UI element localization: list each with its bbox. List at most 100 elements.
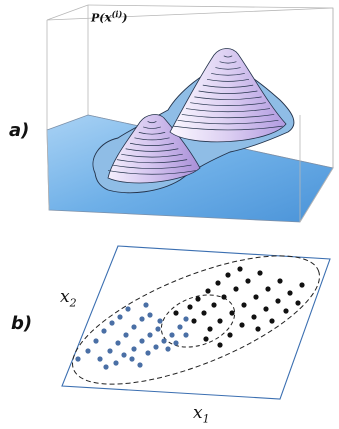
blue-point-20 bbox=[155, 326, 161, 332]
blue-point-30 bbox=[183, 332, 189, 338]
left-peak-contour-10 bbox=[147, 121, 157, 124]
black-point-24 bbox=[263, 306, 269, 312]
black-point-19 bbox=[265, 286, 271, 292]
black-point-10 bbox=[221, 294, 227, 300]
blue-point-26 bbox=[169, 332, 175, 338]
left-peak-contour-9 bbox=[143, 126, 161, 129]
black-point-15 bbox=[217, 318, 223, 324]
black-point-0 bbox=[173, 310, 179, 316]
right-peak-contour-9 bbox=[206, 78, 250, 82]
black-point-4 bbox=[215, 280, 221, 286]
blue-point-22 bbox=[129, 356, 135, 362]
black-point-25 bbox=[275, 298, 281, 304]
right-peak-contour-8 bbox=[202, 84, 254, 88]
blue-point-19 bbox=[147, 332, 153, 338]
right-peak-contour-2 bbox=[177, 119, 279, 125]
z-axis-label-sup: (i) bbox=[111, 9, 123, 19]
black-point-14 bbox=[207, 326, 213, 332]
z-axis-label-main: P( bbox=[91, 11, 105, 25]
blue-point-6 bbox=[125, 306, 131, 312]
cluster-blue-points bbox=[75, 302, 189, 370]
blue-point-11 bbox=[131, 324, 137, 330]
left-peak-contour-7 bbox=[134, 137, 170, 141]
blue-point-23 bbox=[145, 350, 151, 356]
black-point-26 bbox=[287, 290, 293, 296]
black-point-30 bbox=[283, 308, 289, 314]
left-peak-contour-6 bbox=[129, 142, 175, 146]
black-point-12 bbox=[245, 278, 251, 284]
blue-point-15 bbox=[113, 360, 119, 366]
black-point-22 bbox=[239, 322, 245, 328]
panel-b-cluster-plot bbox=[61, 245, 331, 400]
left-peak-contour-4 bbox=[121, 153, 183, 158]
black-point-27 bbox=[299, 282, 305, 288]
black-point-16 bbox=[229, 310, 235, 316]
right-peak-contour-7 bbox=[198, 90, 258, 94]
z-axis-label: P(x(i)) bbox=[91, 9, 127, 25]
black-point-1 bbox=[187, 304, 193, 310]
right-peak bbox=[169, 48, 287, 143]
x1-axis-label-main: x bbox=[193, 403, 203, 423]
blue-point-24 bbox=[153, 344, 159, 350]
black-point-18 bbox=[253, 294, 259, 300]
left-peak-contour-2 bbox=[112, 164, 192, 169]
right-peak-contour-1 bbox=[173, 125, 283, 131]
left-peak bbox=[107, 114, 201, 184]
blue-point-18 bbox=[139, 338, 145, 344]
blue-point-16 bbox=[121, 352, 127, 358]
blue-point-13 bbox=[147, 312, 153, 318]
panel-b-letter: b) bbox=[11, 313, 33, 334]
left-peak-contour-5 bbox=[125, 148, 179, 152]
blue-point-3 bbox=[101, 328, 107, 334]
cluster-boundary-large bbox=[72, 255, 320, 385]
blue-point-31 bbox=[157, 318, 163, 324]
right-peak-contour-6 bbox=[194, 96, 262, 100]
black-point-3 bbox=[205, 288, 211, 294]
black-point-29 bbox=[269, 318, 275, 324]
blue-point-5 bbox=[117, 314, 123, 320]
black-point-6 bbox=[237, 266, 243, 272]
right-peak-contour-11 bbox=[215, 67, 241, 70]
right-peak-contour-13 bbox=[223, 55, 233, 58]
panel-a-letter: a) bbox=[9, 120, 30, 141]
black-point-33 bbox=[217, 342, 223, 348]
blue-point-4 bbox=[109, 320, 115, 326]
black-point-9 bbox=[211, 302, 217, 308]
black-point-20 bbox=[277, 278, 283, 284]
blue-point-27 bbox=[177, 324, 183, 330]
blue-point-14 bbox=[103, 364, 109, 370]
z-axis-label-var: x bbox=[104, 10, 112, 25]
cluster-boundary-small bbox=[160, 294, 236, 348]
black-point-31 bbox=[295, 300, 301, 306]
blue-point-32 bbox=[143, 302, 149, 308]
blue-point-25 bbox=[161, 338, 167, 344]
black-point-8 bbox=[201, 310, 207, 316]
blue-point-17 bbox=[131, 346, 137, 352]
x1-axis-label: x1 bbox=[193, 403, 210, 425]
black-point-13 bbox=[257, 270, 263, 276]
left-peak-contour-3 bbox=[116, 159, 188, 164]
black-point-2 bbox=[195, 296, 201, 302]
left-peak-contour-8 bbox=[138, 132, 166, 135]
blue-point-12 bbox=[139, 316, 145, 322]
blue-point-0 bbox=[75, 356, 81, 362]
blue-point-33 bbox=[183, 316, 189, 322]
x2-axis-label: x2 bbox=[60, 287, 77, 309]
black-point-21 bbox=[227, 332, 233, 338]
black-point-7 bbox=[191, 318, 197, 324]
bounding-box-front bbox=[46, 115, 334, 223]
right-peak-contour-12 bbox=[219, 61, 237, 64]
left-peak-contour-1 bbox=[108, 170, 196, 175]
blue-point-9 bbox=[115, 340, 121, 346]
black-point-17 bbox=[241, 302, 247, 308]
blue-point-28 bbox=[165, 346, 171, 352]
right-peak-contour-10 bbox=[211, 73, 245, 76]
blue-point-29 bbox=[173, 340, 179, 346]
z-axis-label-close: ) bbox=[122, 11, 128, 25]
right-peak-contour-3 bbox=[181, 114, 275, 119]
blue-point-8 bbox=[107, 348, 113, 354]
black-point-5 bbox=[225, 272, 231, 278]
black-point-11 bbox=[233, 286, 239, 292]
x1-axis-label-sub: 1 bbox=[202, 412, 210, 426]
black-point-23 bbox=[251, 314, 257, 320]
